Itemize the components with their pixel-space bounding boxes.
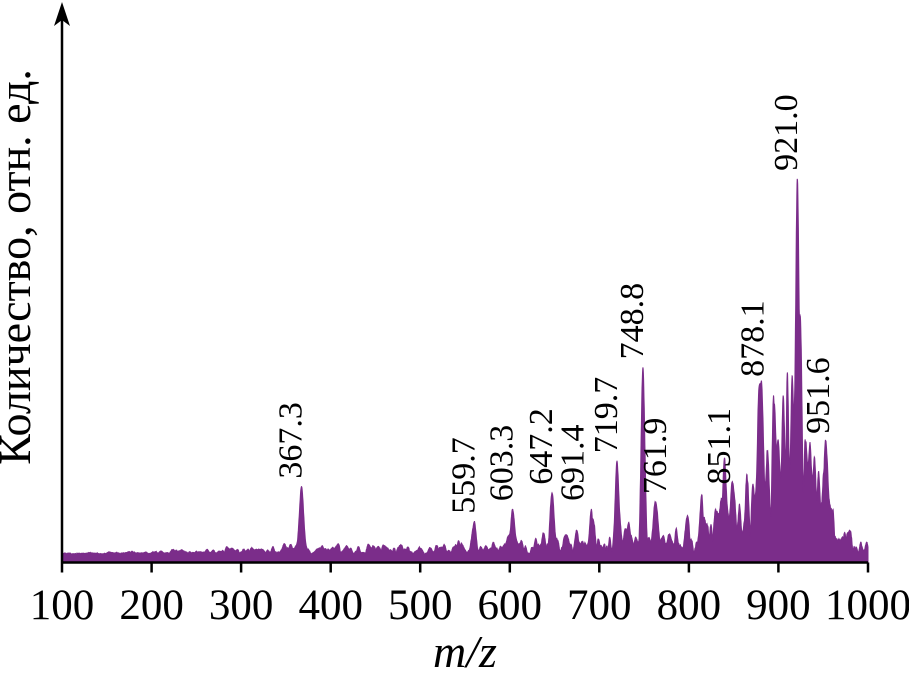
svg-text:700: 700 (567, 582, 632, 629)
svg-text:300: 300 (209, 582, 274, 629)
svg-text:500: 500 (388, 582, 453, 629)
svg-text:761.9: 761.9 (637, 418, 674, 495)
svg-text:600: 600 (478, 582, 543, 629)
svg-text:Количество, отн. ед.: Количество, отн. ед. (0, 69, 40, 465)
svg-text:m/z: m/z (433, 626, 497, 676)
svg-text:603.3: 603.3 (484, 425, 521, 502)
svg-text:691.4: 691.4 (554, 425, 591, 502)
svg-text:200: 200 (119, 582, 184, 629)
svg-text:559.7: 559.7 (445, 437, 482, 514)
svg-text:900: 900 (746, 582, 811, 629)
svg-text:951.6: 951.6 (800, 357, 837, 434)
svg-text:400: 400 (298, 582, 363, 629)
svg-text:1000: 1000 (825, 582, 909, 629)
svg-text:851.1: 851.1 (701, 408, 738, 485)
svg-text:748.8: 748.8 (614, 283, 651, 360)
svg-text:100: 100 (30, 582, 95, 629)
svg-text:367.3: 367.3 (272, 402, 309, 479)
svg-text:719.7: 719.7 (588, 377, 625, 454)
svg-text:921.0: 921.0 (768, 94, 805, 171)
svg-text:878.1: 878.1 (734, 300, 771, 377)
svg-text:800: 800 (657, 582, 722, 629)
